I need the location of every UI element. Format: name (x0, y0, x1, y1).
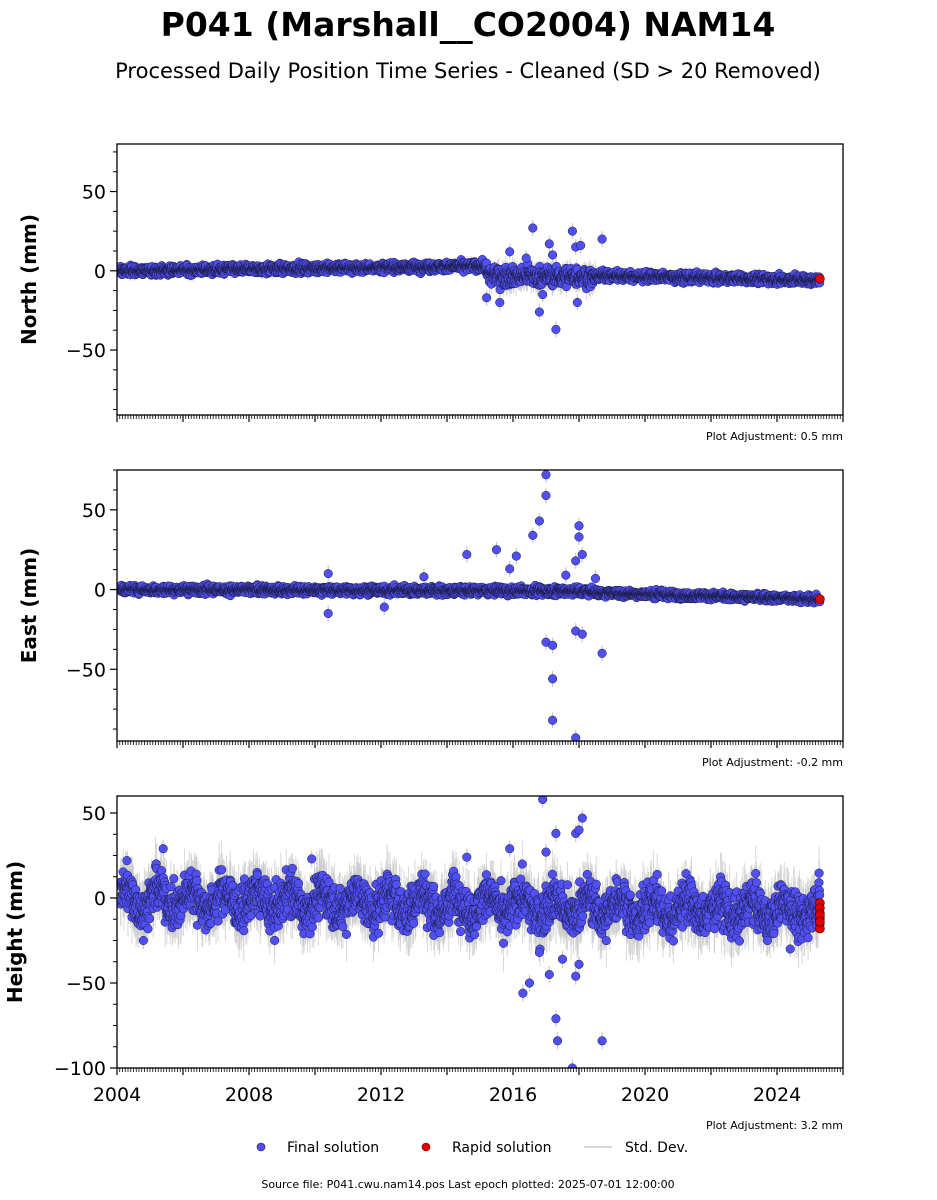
final-points (117, 223, 825, 334)
chart-title: P041 (Marshall__CO2004) NAM14 (161, 5, 776, 44)
data-layer (117, 220, 825, 338)
chart-subtitle: Processed Daily Position Time Series - C… (115, 59, 821, 83)
